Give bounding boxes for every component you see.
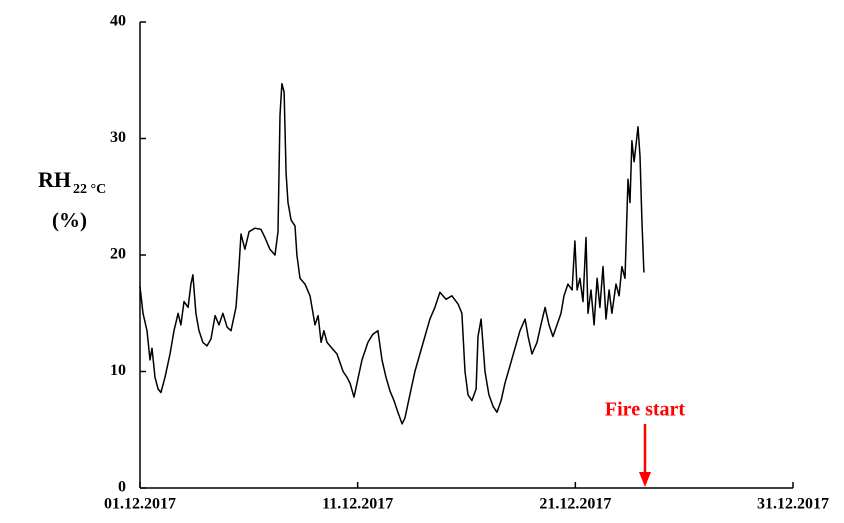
y-axis-label-subscript: 22 °C <box>73 182 106 197</box>
y-tick-label: 20 <box>110 246 126 263</box>
y-axis-unit: (%) <box>52 208 87 232</box>
annotation-arrowhead <box>638 472 651 487</box>
x-tick-label: 21.12.2017 <box>539 496 611 513</box>
x-tick-label: 01.12.2017 <box>104 496 176 513</box>
y-tick-label: 0 <box>118 479 126 496</box>
y-tick-label: 40 <box>110 13 126 30</box>
x-tick-label: 11.12.2017 <box>322 496 393 513</box>
annotation-text: Fire start <box>605 399 685 421</box>
x-tick-label: 31.12.2017 <box>757 496 829 513</box>
y-axis-label: RH <box>38 167 71 192</box>
y-tick-label: 10 <box>110 362 126 379</box>
data-line <box>139 82 645 425</box>
y-tick-label: 30 <box>110 129 126 146</box>
